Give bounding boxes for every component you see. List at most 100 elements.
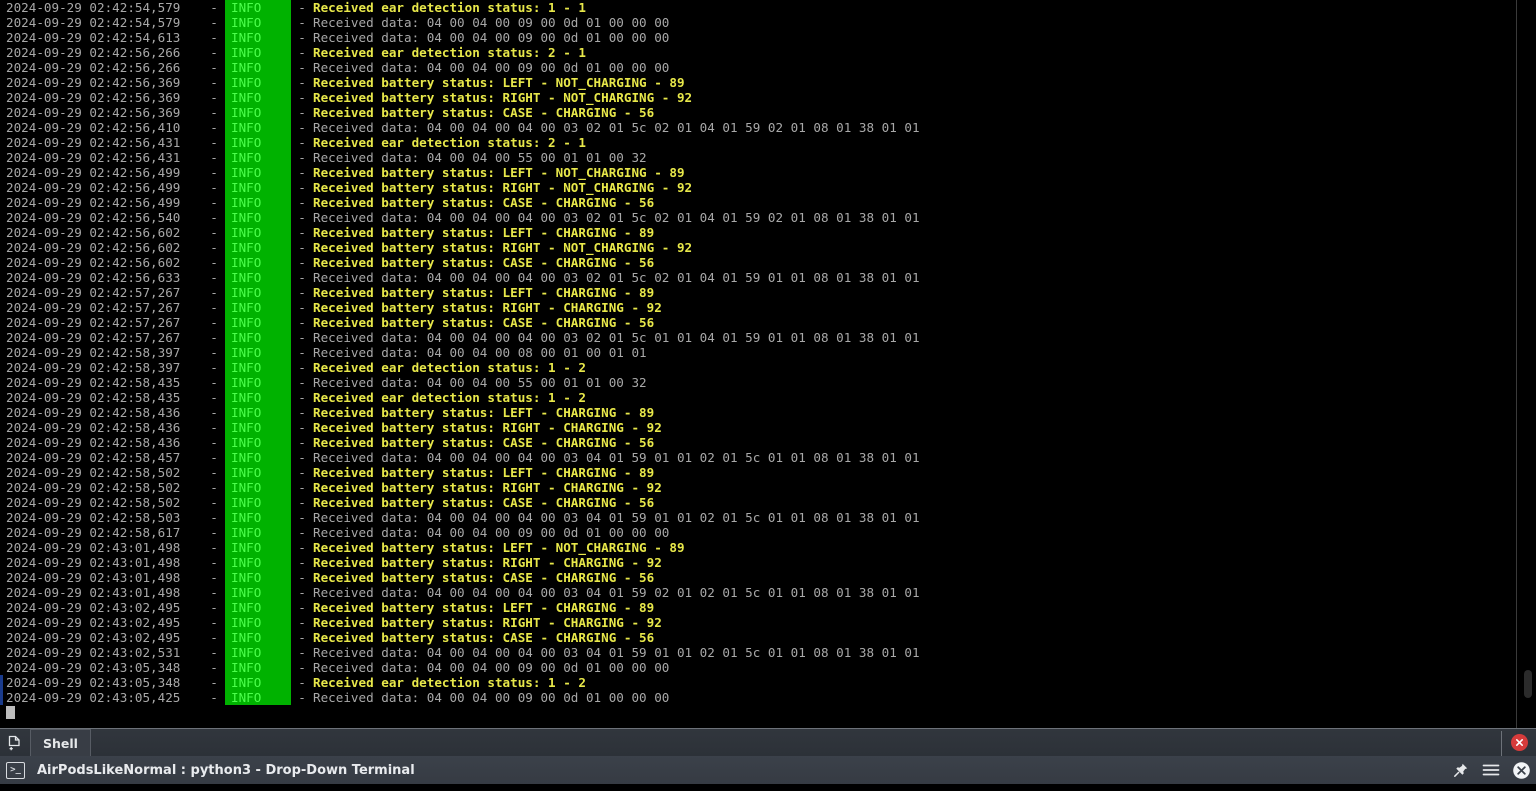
log-level-badge: INFO — [225, 75, 291, 90]
log-separator: - — [210, 180, 218, 195]
log-timestamp: 2024-09-29 02:42:56,602 — [6, 240, 181, 255]
log-line: 2024-09-29 02:42:56,540- INFO - Received da… — [0, 210, 1536, 225]
log-separator: - — [298, 150, 306, 165]
log-separator: - — [298, 615, 306, 630]
log-line: 2024-09-29 02:42:56,431- INFO - Received ea… — [0, 135, 1536, 150]
log-level-badge: INFO — [225, 105, 291, 120]
log-line: 2024-09-29 02:42:58,436- INFO - Received ba… — [0, 405, 1536, 420]
log-separator: - — [298, 105, 306, 120]
log-timestamp: 2024-09-29 02:42:56,369 — [6, 105, 181, 120]
tab-bar: Shell — [0, 728, 1536, 757]
log-line: 2024-09-29 02:42:56,431- INFO - Received da… — [0, 150, 1536, 165]
log-level-badge: INFO — [225, 90, 291, 105]
log-timestamp: 2024-09-29 02:43:05,425 — [6, 690, 181, 705]
log-timestamp: 2024-09-29 02:42:56,410 — [6, 120, 181, 135]
log-line-list: 2024-09-29 02:42:54,579- INFO - Received ea… — [0, 0, 1536, 705]
log-separator: - — [298, 435, 306, 450]
log-message: Received ear detection status: 2 - 1 — [313, 135, 586, 150]
log-separator: - — [298, 225, 306, 240]
log-separator: - — [210, 510, 218, 525]
log-line: 2024-09-29 02:42:58,436- INFO - Received ba… — [0, 435, 1536, 450]
close-icon[interactable] — [1506, 756, 1536, 784]
log-separator: - — [210, 645, 218, 660]
tab-shell[interactable]: Shell — [30, 729, 91, 756]
log-separator: - — [298, 450, 306, 465]
tab-bar-spacer — [91, 729, 1501, 756]
log-message: Received battery status: LEFT - NOT_CHAR… — [313, 75, 685, 90]
tab-bar-divider — [1501, 731, 1502, 757]
log-level-badge: INFO — [225, 120, 291, 135]
log-separator: - — [298, 375, 306, 390]
log-timestamp: 2024-09-29 02:42:56,633 — [6, 270, 181, 285]
title-bar[interactable]: >_ AirPodsLikeNormal : python3 - Drop-Do… — [0, 756, 1536, 784]
log-separator: - — [210, 255, 218, 270]
log-separator: - — [210, 15, 218, 30]
log-timestamp: 2024-09-29 02:42:57,267 — [6, 330, 181, 345]
terminal-scrollbar-thumb[interactable] — [1524, 670, 1532, 698]
log-level-badge: INFO — [225, 540, 291, 555]
log-separator: - — [298, 30, 306, 45]
log-line: 2024-09-29 02:42:58,397- INFO - Received ea… — [0, 360, 1536, 375]
log-separator: - — [298, 135, 306, 150]
log-separator: - — [298, 45, 306, 60]
log-message: Received data: 04 00 04 00 55 00 01 01 0… — [313, 150, 647, 165]
terminal-output[interactable]: 2024-09-29 02:42:54,579- INFO - Received ea… — [0, 0, 1536, 728]
terminal-scrollbar-track[interactable] — [1516, 0, 1517, 728]
log-message: Received data: 04 00 04 00 09 00 0d 01 0… — [313, 660, 670, 675]
pin-icon[interactable] — [1446, 756, 1476, 784]
log-level-badge: INFO — [225, 570, 291, 585]
log-separator: - — [210, 570, 218, 585]
log-separator: - — [298, 15, 306, 30]
log-message: Received data: 04 00 04 00 04 00 03 04 0… — [313, 645, 920, 660]
log-message: Received battery status: RIGHT - NOT_CHA… — [313, 180, 693, 195]
log-message: Received battery status: CASE - CHARGING… — [313, 630, 655, 645]
log-separator: - — [210, 660, 218, 675]
log-line: 2024-09-29 02:42:54,579- INFO - Received da… — [0, 15, 1536, 30]
log-level-badge: INFO — [225, 585, 291, 600]
log-level-badge: INFO — [225, 210, 291, 225]
log-timestamp: 2024-09-29 02:43:01,498 — [6, 540, 181, 555]
log-level-badge: INFO — [225, 405, 291, 420]
log-level-badge: INFO — [225, 480, 291, 495]
log-separator: - — [210, 60, 218, 75]
log-line: 2024-09-29 02:42:56,369- INFO - Received ba… — [0, 75, 1536, 90]
log-level-badge: INFO — [225, 330, 291, 345]
log-separator: - — [210, 450, 218, 465]
log-level-badge: INFO — [225, 420, 291, 435]
log-separator: - — [210, 345, 218, 360]
log-line: 2024-09-29 02:42:56,499- INFO - Received ba… — [0, 180, 1536, 195]
log-timestamp: 2024-09-29 02:43:02,531 — [6, 645, 181, 660]
log-message: Received battery status: RIGHT - CHARGIN… — [313, 420, 662, 435]
log-line: 2024-09-29 02:42:58,503- INFO - Received da… — [0, 510, 1536, 525]
log-level-badge: INFO — [225, 690, 291, 705]
log-level-badge: INFO — [225, 660, 291, 675]
log-level-badge: INFO — [225, 15, 291, 30]
log-separator: - — [210, 375, 218, 390]
log-timestamp: 2024-09-29 02:42:56,602 — [6, 225, 181, 240]
log-line: 2024-09-29 02:42:58,435- INFO - Received ea… — [0, 390, 1536, 405]
log-separator: - — [210, 360, 218, 375]
log-line: 2024-09-29 02:43:02,495- INFO - Received ba… — [0, 615, 1536, 630]
log-timestamp: 2024-09-29 02:42:58,503 — [6, 510, 181, 525]
log-line: 2024-09-29 02:42:57,267- INFO - Received ba… — [0, 315, 1536, 330]
menu-icon[interactable] — [1476, 756, 1506, 784]
log-separator: - — [210, 600, 218, 615]
log-separator: - — [298, 300, 306, 315]
log-separator: - — [298, 570, 306, 585]
log-message: Received data: 04 00 04 00 55 00 01 01 0… — [313, 375, 647, 390]
selection-indicator — [0, 690, 3, 705]
log-line: 2024-09-29 02:42:57,267- INFO - Received ba… — [0, 300, 1536, 315]
close-icon[interactable] — [1510, 734, 1528, 751]
log-level-badge: INFO — [225, 375, 291, 390]
log-message: Received data: 04 00 04 00 04 00 03 02 0… — [313, 330, 920, 345]
log-level-badge: INFO — [225, 360, 291, 375]
log-separator: - — [210, 75, 218, 90]
log-level-badge: INFO — [225, 495, 291, 510]
log-timestamp: 2024-09-29 02:42:56,499 — [6, 165, 181, 180]
log-message: Received data: 04 00 04 00 04 00 03 02 0… — [313, 210, 920, 225]
log-line: 2024-09-29 02:43:02,495- INFO - Received ba… — [0, 600, 1536, 615]
log-message: Received battery status: CASE - CHARGING… — [313, 435, 655, 450]
log-separator: - — [298, 465, 306, 480]
log-separator: - — [210, 90, 218, 105]
new-tab-icon[interactable] — [0, 729, 30, 756]
